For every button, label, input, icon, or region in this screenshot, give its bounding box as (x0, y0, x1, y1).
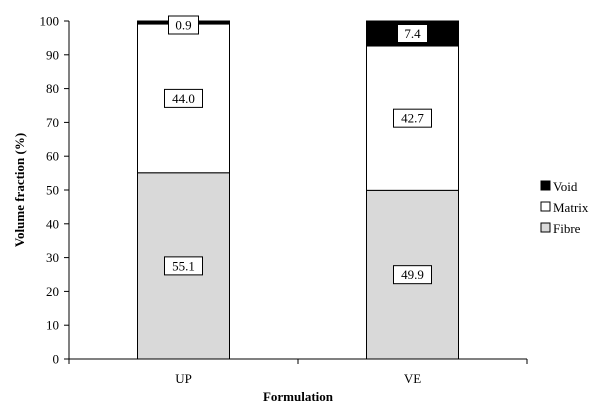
y-tick-label: 50 (46, 183, 59, 198)
x-tick-label: UP (175, 371, 192, 386)
data-label: 44.0 (172, 91, 195, 106)
data-label-box (397, 24, 428, 44)
data-label: 55.1 (172, 258, 195, 273)
y-tick-label: 0 (53, 352, 60, 367)
legend: Void Matrix Fibre (540, 179, 589, 236)
y-axis-title: Volume fraction (%) (12, 133, 27, 247)
y-tick-label: 100 (40, 14, 60, 29)
y-tick-label: 60 (46, 149, 59, 164)
legend-swatch-fibre (540, 222, 551, 233)
data-label: 7.4 (404, 26, 421, 41)
data-label-box (164, 88, 203, 108)
data-labels: 55.1 44.0 0.9 49.9 42.7 7.4 (164, 15, 432, 285)
legend-swatch-void (540, 180, 551, 191)
data-label-box (164, 256, 203, 276)
bars (137, 20, 459, 360)
legend-label-void: Void (553, 179, 578, 194)
legend-label-fibre: Fibre (553, 221, 581, 236)
y-tick-label: 40 (46, 216, 59, 231)
legend-swatch-matrix (540, 201, 551, 212)
y-tick-label: 30 (46, 250, 59, 265)
x-axis-title: Formulation (263, 389, 334, 404)
y-tick-label: 20 (46, 284, 59, 299)
x-tick-label: VE (404, 371, 421, 386)
data-label-box (393, 265, 432, 285)
y-axis-ticks: 0 10 20 30 40 50 60 70 80 90 100 (40, 14, 69, 367)
y-tick-label: 70 (46, 115, 59, 130)
y-tick-label: 90 (46, 47, 59, 62)
data-label: 49.9 (401, 267, 424, 282)
data-label: 0.9 (175, 18, 191, 33)
y-tick-label: 80 (46, 81, 59, 96)
data-label-box (393, 108, 432, 128)
data-label: 42.7 (401, 111, 424, 126)
data-label-box (168, 15, 199, 35)
x-axis-ticks: UP VE (68, 359, 528, 386)
legend-label-matrix: Matrix (553, 200, 589, 215)
y-tick-label: 10 (46, 318, 59, 333)
